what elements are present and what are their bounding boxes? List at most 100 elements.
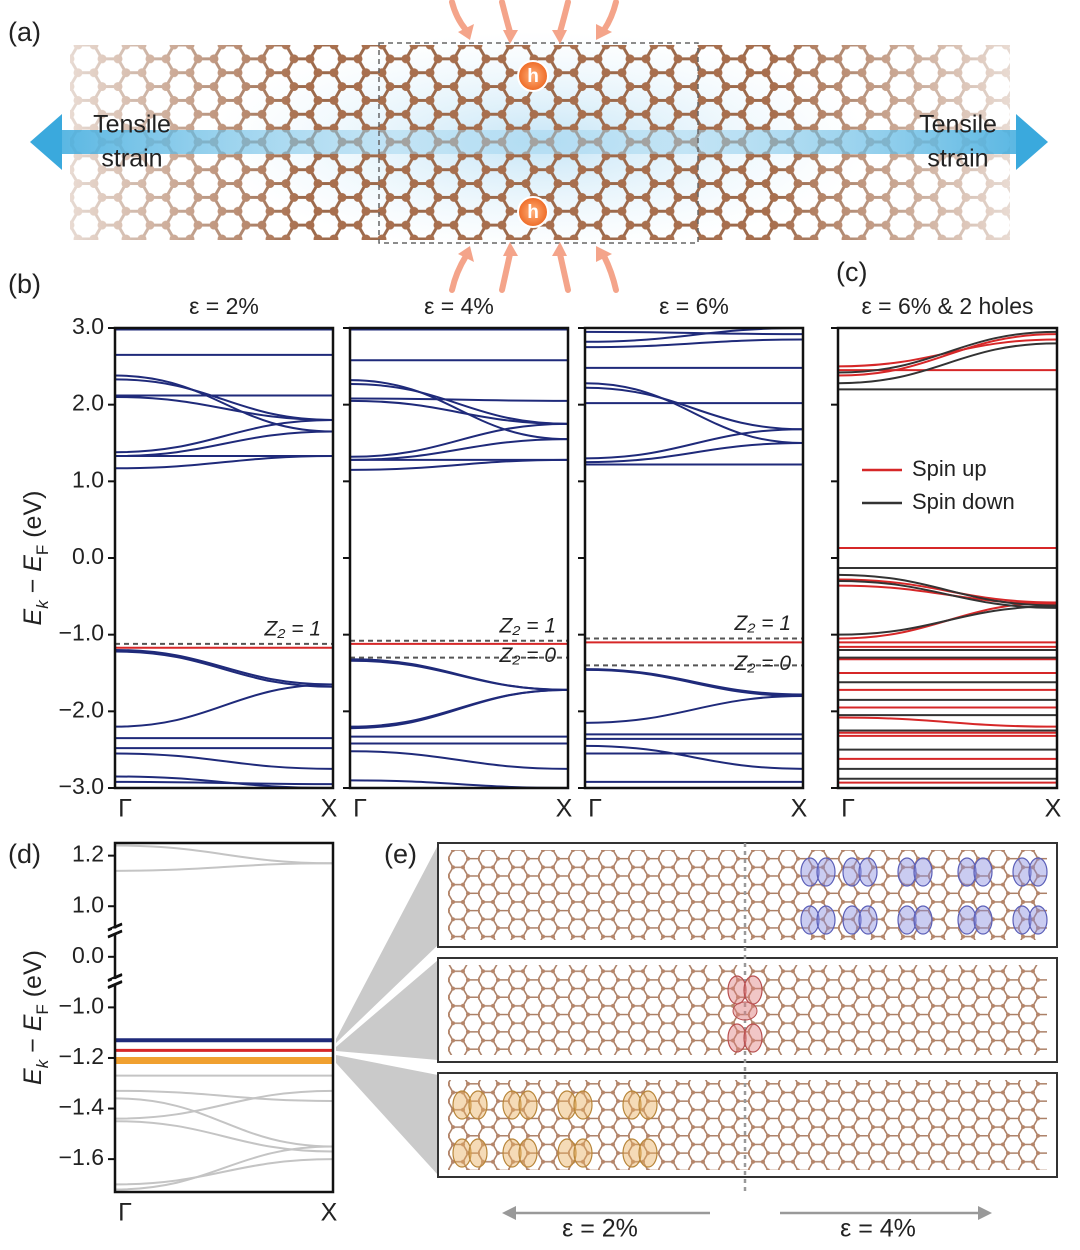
legend-label: Spin up [912, 456, 987, 481]
axis-break [107, 922, 123, 938]
arrow-head [502, 1206, 516, 1220]
band [350, 399, 568, 425]
band [115, 430, 333, 458]
y-tick-label: 1.0 [72, 466, 104, 492]
isosurface [468, 1090, 488, 1120]
band [115, 396, 333, 421]
isosurface [638, 1138, 658, 1168]
band [585, 442, 803, 464]
y-tick-label: −1.0 [59, 992, 104, 1018]
y-tick-label: 0.0 [72, 543, 104, 569]
y-tick-label: −3.0 [59, 773, 104, 799]
isosurface [743, 1023, 763, 1053]
axis-break-gap [112, 979, 118, 985]
band [585, 386, 803, 431]
band [115, 780, 333, 786]
isosurface [452, 1138, 472, 1168]
arrow-head [1016, 114, 1048, 170]
band-panel: 1.21.00.0−1.0−1.2−1.4−1.6Γ XEk − EF (eV) [19, 841, 338, 1227]
band [115, 1145, 333, 1191]
x-tick-label: X [321, 1199, 338, 1227]
isosurface [957, 857, 977, 887]
band-panel: ε = 6% Γ X Z₂ = 1 Z₂ = 0 [578, 293, 808, 823]
band [115, 650, 333, 688]
isosurface [622, 1090, 642, 1120]
band [838, 342, 1057, 385]
axis-break [107, 973, 123, 989]
y-axis-label-part: (eV) [19, 491, 47, 545]
isosurface [727, 1023, 747, 1053]
strain-region-label: ε = 4% [840, 1215, 916, 1243]
strain-label: strain [927, 145, 988, 173]
strain-region-label: ε = 2% [562, 1215, 638, 1243]
band [115, 374, 333, 433]
isosurface [816, 905, 836, 935]
band [115, 419, 333, 454]
isosurface [638, 1090, 658, 1120]
y-axis-label-part: (eV) [19, 950, 47, 1004]
isosurface [518, 1090, 538, 1120]
strain-label: Tensile [919, 111, 997, 139]
isosurface [897, 905, 917, 935]
band [115, 1089, 333, 1120]
x-tick-label: Γ [353, 795, 367, 823]
hole-label: h [527, 66, 539, 87]
reference-label: Z₂ = 0 [734, 652, 792, 675]
panel-title: ε = 6% [659, 293, 729, 319]
isosurface [557, 1138, 577, 1168]
plot-frame [113, 841, 335, 1194]
isosurface [622, 1138, 642, 1168]
y-tick-label: −1.2 [59, 1043, 104, 1069]
axis-break-gap [112, 928, 118, 934]
y-axis-label-part: F [33, 545, 52, 555]
y-axis-label-part: k [33, 1058, 52, 1068]
bands [115, 328, 333, 788]
compression-arrows [449, 0, 619, 293]
band [585, 744, 803, 770]
isosurface [468, 1138, 488, 1168]
plot-frame [113, 326, 335, 790]
y-axis-label-part: − [19, 572, 47, 601]
panel-label: (d) [8, 839, 41, 869]
isosurface [957, 905, 977, 935]
bands [350, 328, 568, 788]
hole [517, 60, 549, 92]
y-axis-label-part: E [19, 608, 47, 625]
isosurface [858, 857, 878, 887]
plot-frame [836, 326, 1059, 790]
panel-a: h h Tensile strain Tensile strain [30, 0, 1048, 293]
nanoribbon [448, 1080, 1047, 1170]
y-axis-label: Ek − EF (eV) [19, 950, 52, 1085]
y-tick-label: 0.0 [72, 942, 104, 968]
isosurface [800, 905, 820, 935]
band [350, 397, 568, 402]
isosurface [557, 1090, 577, 1120]
band [115, 844, 333, 865]
band [115, 752, 333, 770]
y-axis-label-part: − [19, 1031, 47, 1060]
band [350, 659, 568, 691]
band [115, 683, 333, 728]
y-tick-label: 1.0 [72, 891, 104, 917]
isosurface [1028, 857, 1048, 887]
reference-label: Z₂ = 1 [264, 617, 321, 640]
isosurface [743, 975, 763, 1005]
band [115, 1089, 333, 1102]
reference-label: Z₂ = 0 [499, 644, 557, 667]
band [585, 668, 803, 697]
y-axis-label: Ek − EF (eV) [19, 491, 52, 626]
band [115, 1158, 333, 1186]
y-axis-label-part: k [33, 599, 52, 609]
band [115, 1097, 333, 1148]
y-tick-label: −1.4 [59, 1094, 105, 1120]
isosurface [842, 905, 862, 935]
band [838, 605, 1057, 636]
x-tick-label: Γ [118, 795, 132, 823]
compression-arrowheads [458, 24, 612, 262]
band [350, 422, 568, 458]
band [115, 455, 333, 470]
band [350, 750, 568, 770]
isosurface [1012, 905, 1032, 935]
band [350, 458, 568, 471]
